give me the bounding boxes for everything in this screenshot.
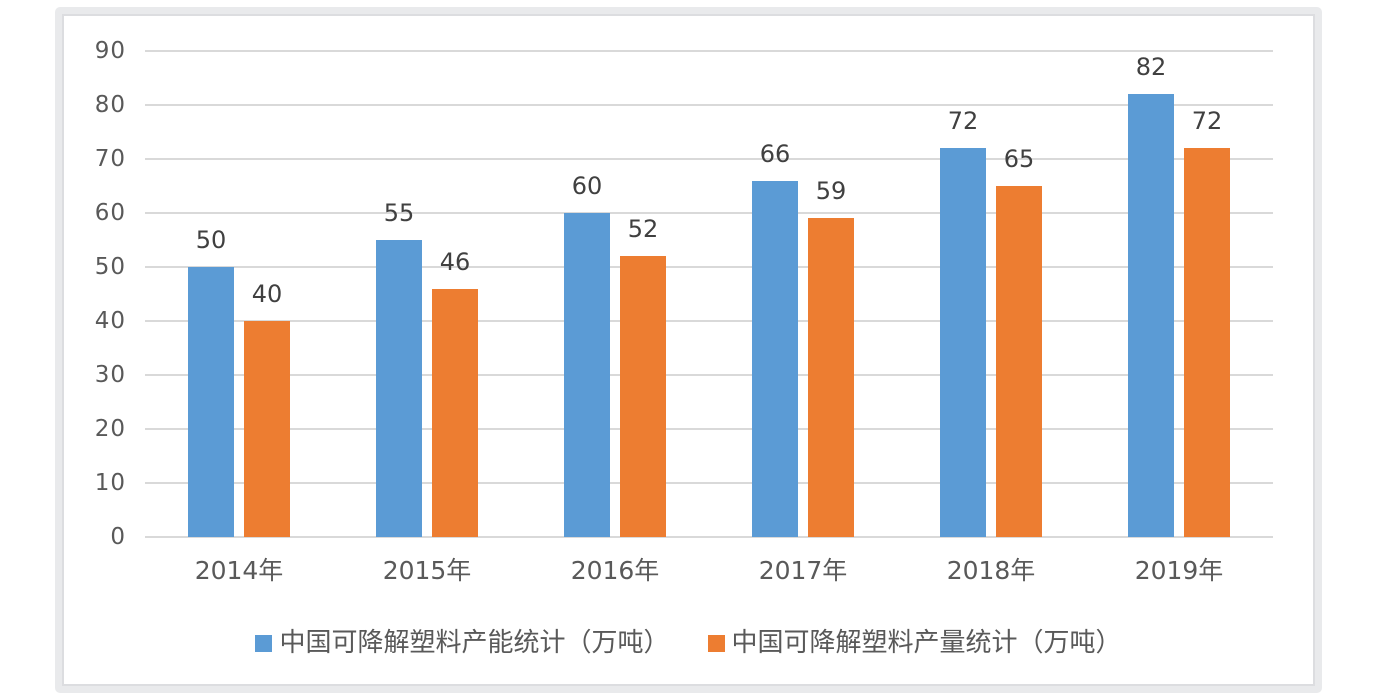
legend-swatch-output [707, 634, 725, 652]
output-bar-2019年 [1184, 148, 1230, 537]
x-axis-category-label: 2015年 [382, 556, 472, 585]
bar-value-label: 55 [383, 199, 415, 227]
y-axis-tick-label: 20 [94, 416, 126, 442]
x-axis-category-label: 2014年 [194, 556, 284, 585]
x-axis: 2014年 2015年 2016年 2017年 2018年 2019年 [145, 551, 1273, 591]
gridline-y20 [145, 428, 1273, 430]
bar-value-label: 52 [627, 215, 659, 244]
capacity-bar-2018年 [940, 148, 986, 537]
bar-value-label: 60 [571, 172, 603, 200]
capacity-bar-2019年 [1128, 94, 1174, 537]
capacity-bar-2017年 [752, 180, 798, 537]
bar-value-label: 59 [815, 177, 847, 206]
y-axis-tick-label: 10 [94, 470, 126, 496]
bar-value-label: 46 [439, 247, 471, 276]
y-axis-tick-label: 90 [94, 38, 126, 64]
x-axis-category-label: 2016年 [570, 556, 660, 585]
output-bar-2014年 [244, 321, 290, 537]
gridline-y10 [145, 482, 1273, 484]
y-axis-tick-label: 40 [94, 308, 126, 334]
capacity-bar-2014年 [188, 267, 234, 537]
gridline-y50 [145, 266, 1273, 268]
legend-label-capacity: 中国可降解塑料产能统计（万吨） [279, 628, 670, 658]
gridline-y90 [145, 50, 1273, 52]
bar-value-label: 40 [251, 280, 283, 308]
bar-value-label: 72 [1191, 107, 1223, 136]
gridline-y60 [145, 212, 1273, 214]
gridline-y80 [145, 104, 1273, 106]
y-axis-tick-label: 50 [94, 254, 126, 280]
legend-label-output: 中国可降解塑料产量统计（万吨） [731, 628, 1122, 658]
output-bar-2015年 [432, 288, 478, 537]
legend-swatch-capacity [255, 634, 273, 652]
legend: 中国可降解塑料产能统计（万吨） 中国可降解塑料产量统计（万吨） [62, 626, 1315, 660]
legend-entry-capacity: 中国可降解塑料产能统计（万吨） [255, 626, 670, 660]
gridline-y70 [145, 158, 1273, 160]
output-bar-2018年 [996, 186, 1042, 537]
y-axis-tick-label: 30 [94, 362, 126, 388]
plot-area: 50 40 55 46 60 52 66 59 72 65 82 72 [145, 50, 1273, 538]
capacity-bar-2015年 [376, 240, 422, 537]
bar-value-label: 65 [1003, 145, 1035, 173]
chart-panel: 0 10 20 30 40 50 60 70 80 90 50 40 55 46 60 52 66 59 72 65… [55, 7, 1322, 693]
x-axis-category-label: 2018年 [946, 556, 1036, 585]
y-axis-tick-label: 60 [94, 200, 126, 226]
bar-value-label: 50 [195, 226, 227, 254]
capacity-bar-2016年 [564, 213, 610, 537]
output-bar-2017年 [808, 218, 854, 537]
y-axis-tick-label: 0 [110, 524, 126, 550]
bar-value-label: 72 [947, 107, 979, 136]
y-axis: 0 10 20 30 40 50 60 70 80 90 [62, 38, 126, 550]
bar-value-label: 82 [1135, 53, 1167, 82]
x-axis-category-label: 2017年 [758, 556, 848, 585]
output-bar-2016年 [620, 256, 666, 537]
gridline-y30 [145, 374, 1273, 376]
bar-value-label: 66 [759, 139, 791, 168]
x-axis-category-label: 2019年 [1134, 556, 1224, 585]
gridline-y0 [145, 536, 1273, 538]
gridline-y40 [145, 320, 1273, 322]
y-axis-tick-label: 80 [94, 92, 126, 118]
y-axis-tick-label: 70 [94, 146, 126, 172]
legend-entry-output: 中国可降解塑料产量统计（万吨） [707, 626, 1122, 660]
